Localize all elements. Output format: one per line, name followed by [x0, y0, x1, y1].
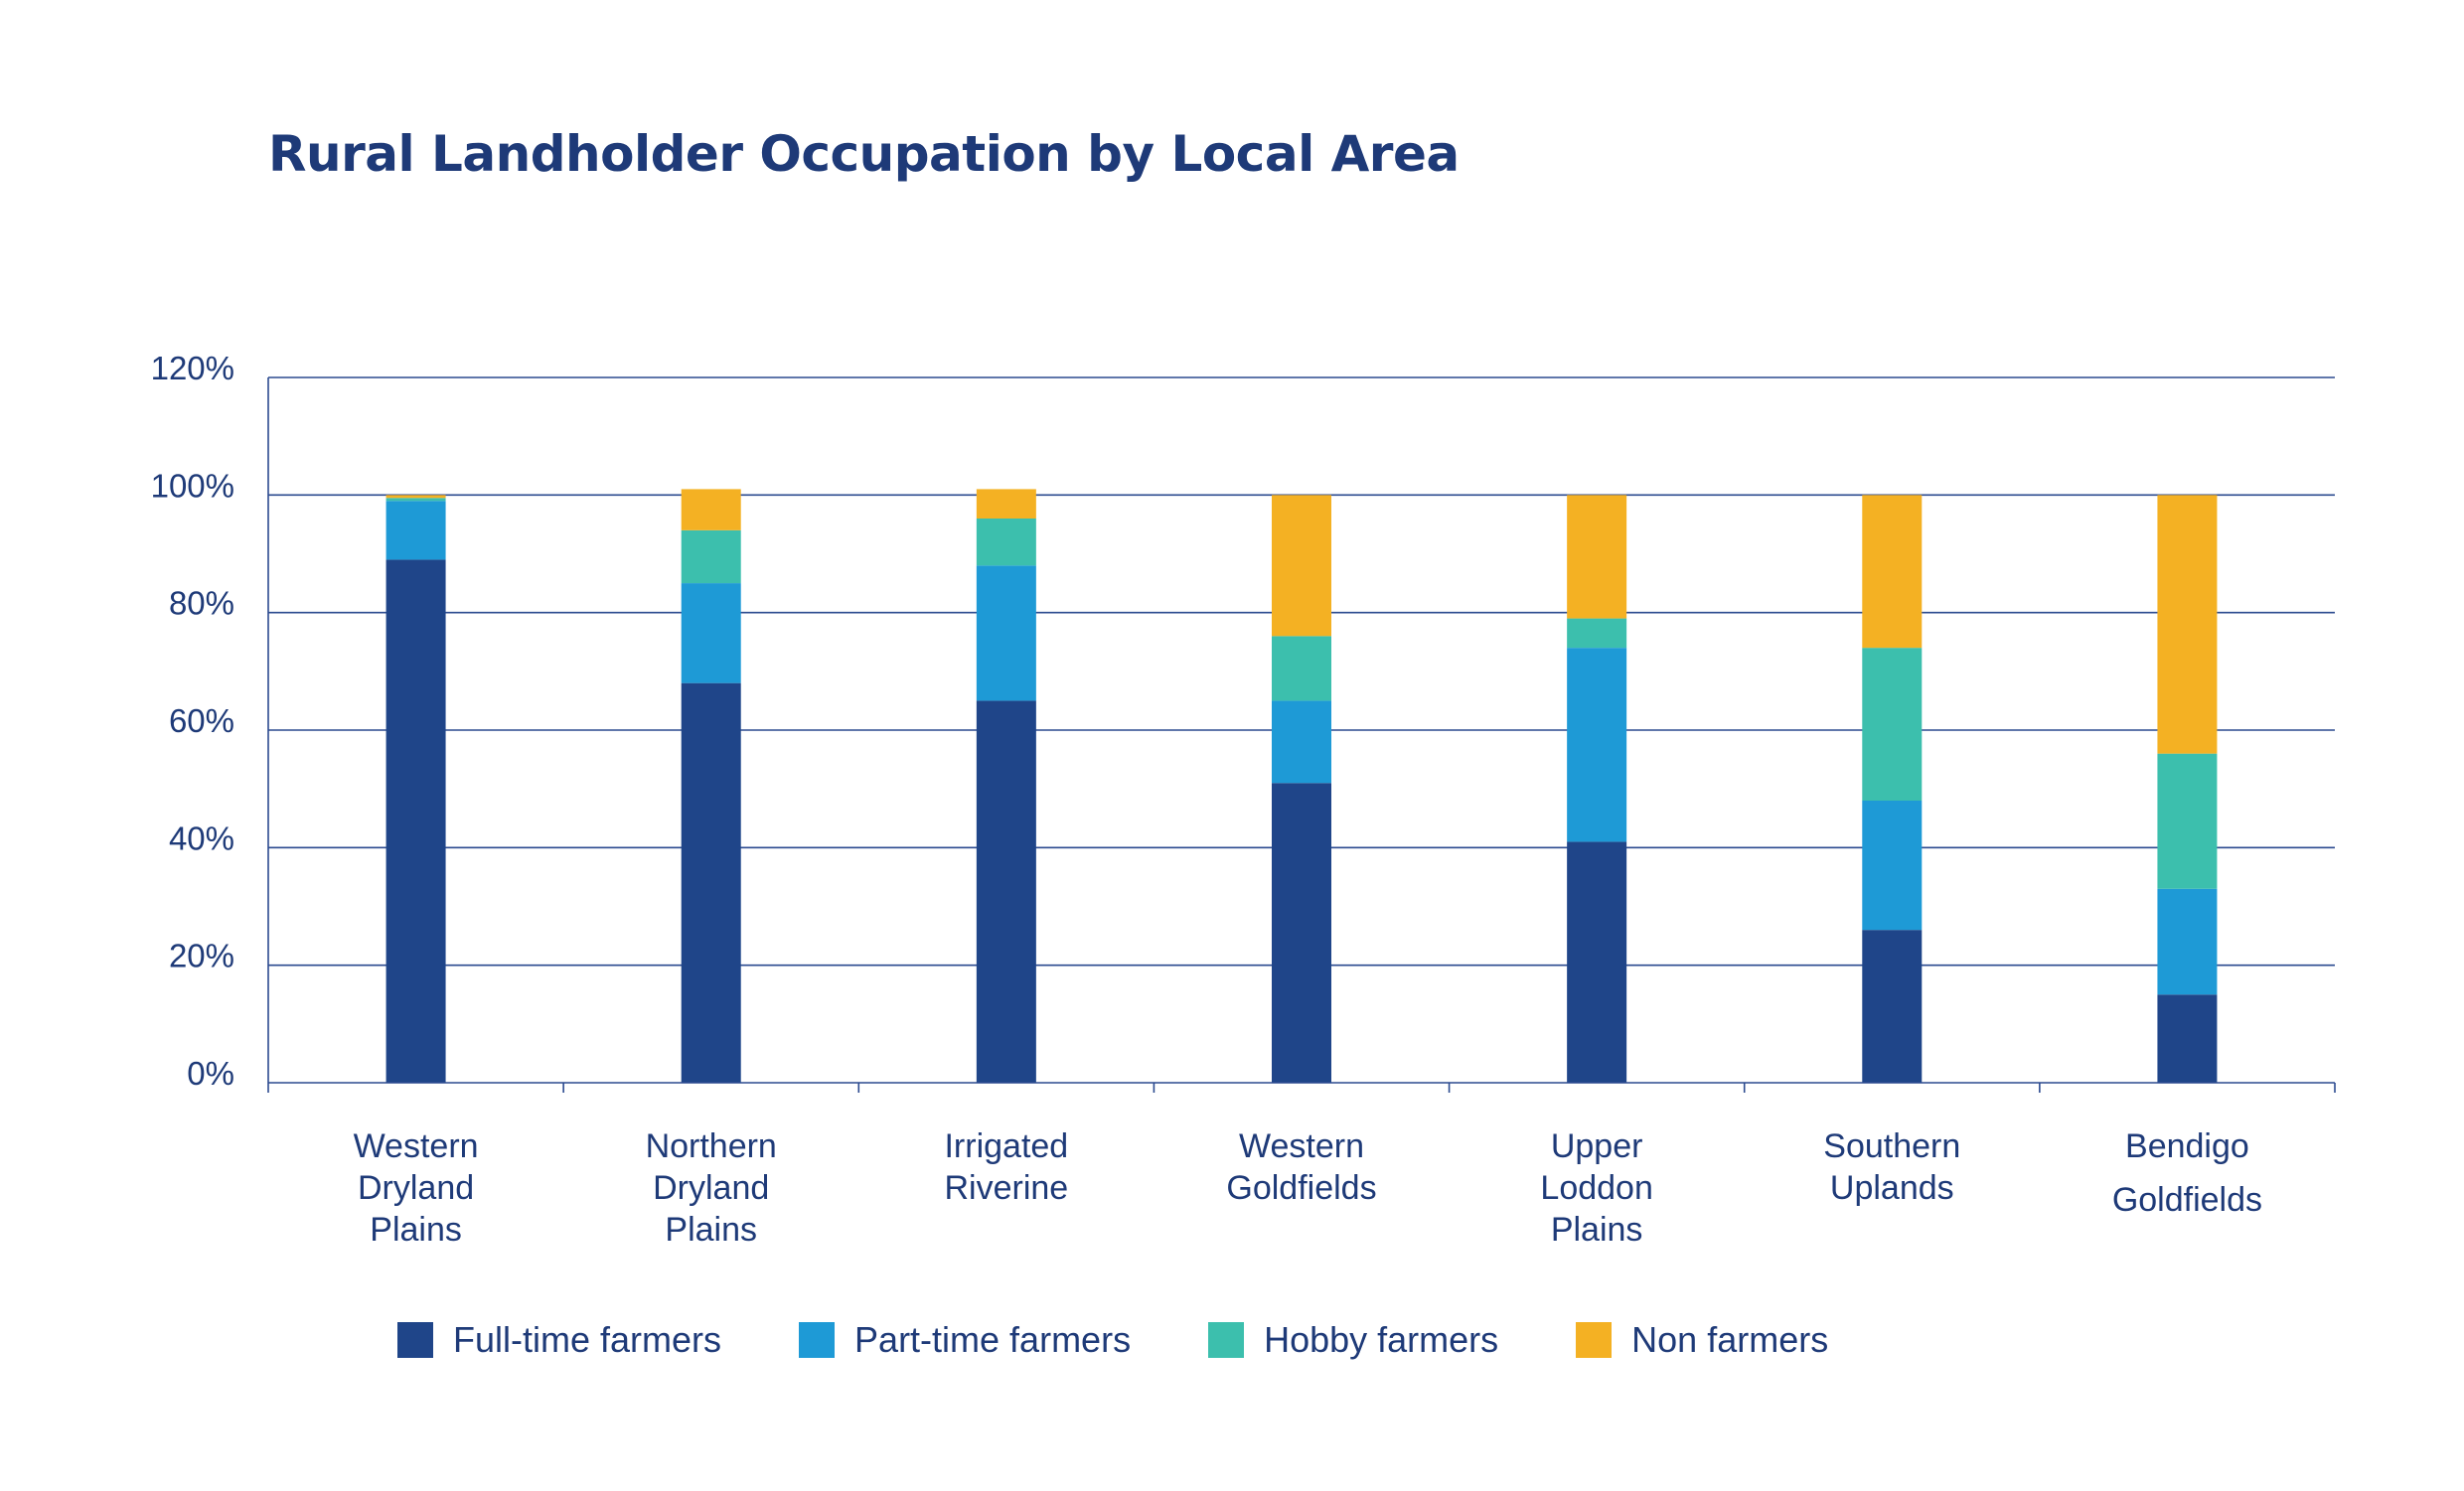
chart-title: Rural Landholder Occupation by Local Are… [268, 125, 1460, 183]
category-label-line: Western [354, 1127, 479, 1165]
legend-swatch [397, 1322, 433, 1358]
bar-segment-hobby-farmers [1567, 618, 1627, 649]
bar-segment-hobby-farmers [2157, 753, 2218, 889]
category-label: Irrigated Riverine [944, 1127, 1068, 1207]
bar-segment-non-farmers [1272, 495, 1331, 637]
category-label: Bendigo Goldfields [2112, 1127, 2262, 1219]
bar-segment-non-farmers [2157, 495, 2218, 754]
category-label-line: Plains [370, 1211, 462, 1249]
legend-item: Part-time farmers [799, 1319, 1131, 1361]
bar-segment-part-time-farmers [385, 501, 446, 560]
category-label-line: Western [1239, 1127, 1364, 1165]
category-label: Northern Dryland Plains [646, 1127, 777, 1249]
axes [267, 377, 2336, 1093]
category-label-line: Irrigated [944, 1127, 1068, 1165]
y-tick-labels: 0% 20% 40% 60% 80% 100% 120% [151, 350, 234, 1092]
category-label: Upper Loddon Plains [1540, 1127, 1652, 1249]
category-label-line: Upper [1551, 1127, 1643, 1165]
legend-swatch [799, 1322, 836, 1358]
category-label: Western Goldfields [1226, 1127, 1376, 1207]
bar-segment-full-time-farmers [1862, 930, 1923, 1083]
category-label-line: Plains [665, 1211, 757, 1249]
bar-segment-part-time-farmers [2157, 888, 2218, 995]
y-tick-label: 20% [169, 938, 234, 974]
bar-segment-part-time-farmers [976, 565, 1036, 701]
legend-label: Part-time farmers [854, 1319, 1132, 1360]
bar-segment-non-farmers [976, 489, 1036, 519]
category-label-line: Goldfields [1226, 1169, 1376, 1207]
bar-segment-part-time-farmers [681, 583, 741, 683]
category-label-line: Plains [1551, 1211, 1643, 1249]
category-labels: Western Dryland Plains Northern Dryland Plain… [354, 1127, 2262, 1249]
y-tick-label: 60% [169, 702, 234, 739]
category-label-line: Goldfields [2112, 1181, 2262, 1219]
y-tick-label: 40% [169, 820, 234, 856]
bar-segment-hobby-farmers [1272, 636, 1331, 701]
bar-segment-full-time-farmers [2157, 994, 2218, 1083]
bar-segment-non-farmers [1567, 495, 1627, 619]
legend-item: Non farmers [1576, 1319, 1828, 1361]
y-tick-label: 80% [169, 585, 234, 622]
y-tick-label: 100% [151, 467, 234, 504]
bar-segment-hobby-farmers [976, 519, 1036, 566]
category-label-line: Riverine [944, 1169, 1068, 1207]
category-label-line: Dryland [358, 1169, 474, 1207]
legend-label: Hobby farmers [1264, 1319, 1499, 1360]
category-label-line: Southern [1823, 1127, 1960, 1165]
category-label-line: Loddon [1540, 1169, 1652, 1207]
category-label-line: Bendigo [2125, 1127, 2249, 1165]
bar-segment-part-time-farmers [1862, 801, 1923, 931]
category-label-line: Northern [646, 1127, 777, 1165]
bar-segment-part-time-farmers [1272, 700, 1331, 784]
category-label-line: Dryland [653, 1169, 769, 1207]
y-tick-label: 120% [151, 350, 234, 386]
y-tick-label: 0% [187, 1055, 234, 1092]
bar-segment-non-farmers [385, 495, 446, 499]
bar-segment-non-farmers [1862, 495, 1923, 649]
bar-segment-hobby-farmers [681, 529, 741, 584]
category-label-line: Uplands [1830, 1169, 1954, 1207]
bar-segment-full-time-farmers [1567, 841, 1627, 1083]
bar-segment-non-farmers [681, 489, 741, 530]
legend-label: Non farmers [1631, 1319, 1829, 1360]
legend: Full-time farmers Part-time farmers Hobby … [397, 1319, 1906, 1361]
legend-label: Full-time farmers [453, 1319, 722, 1360]
bar-segment-part-time-farmers [1567, 648, 1627, 842]
legend-item: Hobby farmers [1208, 1319, 1498, 1361]
category-label: Western Dryland Plains [354, 1127, 479, 1249]
legend-item: Full-time farmers [397, 1319, 721, 1361]
bar-segment-hobby-farmers [385, 498, 446, 502]
bars [385, 489, 2218, 1083]
bar-segment-full-time-farmers [681, 682, 741, 1083]
category-label: Southern Uplands [1823, 1127, 1960, 1207]
legend-swatch [1576, 1322, 1613, 1358]
bar-segment-hobby-farmers [1862, 648, 1923, 801]
bar-segment-full-time-farmers [1272, 783, 1331, 1083]
bar-segment-full-time-farmers [976, 700, 1036, 1083]
bar-segment-full-time-farmers [385, 559, 446, 1083]
legend-swatch [1208, 1322, 1245, 1358]
